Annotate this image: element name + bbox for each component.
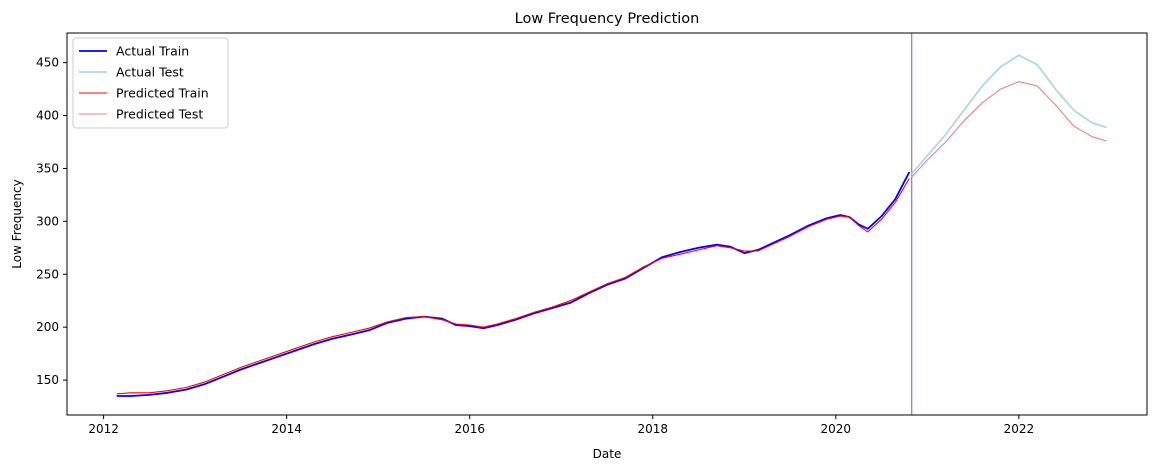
x-tick-label: 2012 bbox=[88, 422, 119, 436]
y-tick-label: 250 bbox=[36, 267, 59, 281]
series-line-predicted-train bbox=[116, 178, 910, 395]
x-tick-label: 2022 bbox=[1004, 422, 1035, 436]
x-axis-ticks: 2012 2014 2016 2018 2020 2022 bbox=[88, 415, 1034, 436]
y-axis-label: Low Frequency bbox=[10, 179, 24, 268]
legend: Actual Train Actual Test Predicted Train Pr… bbox=[72, 37, 229, 129]
plot-frame bbox=[66, 32, 1148, 416]
y-axis-ticks: 150 200 250 300 350 400 450 bbox=[36, 56, 67, 387]
x-tick-label: 2016 bbox=[454, 422, 485, 436]
series-line-actual-test bbox=[910, 54, 1107, 175]
series-group bbox=[116, 54, 1107, 397]
y-tick-label: 150 bbox=[36, 373, 59, 387]
y-tick-label: 400 bbox=[36, 109, 59, 123]
series-line-actual-train bbox=[116, 171, 910, 397]
y-tick-label: 350 bbox=[36, 161, 59, 175]
legend-label: Predicted Train bbox=[116, 86, 209, 101]
chart-title: Low Frequency Prediction bbox=[515, 11, 700, 27]
x-axis-label: Date bbox=[593, 447, 622, 461]
y-tick-label: 450 bbox=[36, 56, 59, 70]
y-tick-label: 300 bbox=[36, 214, 59, 228]
x-tick-label: 2014 bbox=[271, 422, 302, 436]
legend-box bbox=[72, 37, 229, 129]
y-tick-label: 200 bbox=[36, 320, 59, 334]
legend-label: Actual Train bbox=[116, 44, 189, 59]
series-line-predicted-test bbox=[911, 81, 1107, 178]
legend-label: Predicted Test bbox=[116, 107, 203, 122]
legend-label: Actual Test bbox=[116, 65, 184, 80]
x-tick-label: 2018 bbox=[637, 422, 668, 436]
x-tick-label: 2020 bbox=[821, 422, 852, 436]
